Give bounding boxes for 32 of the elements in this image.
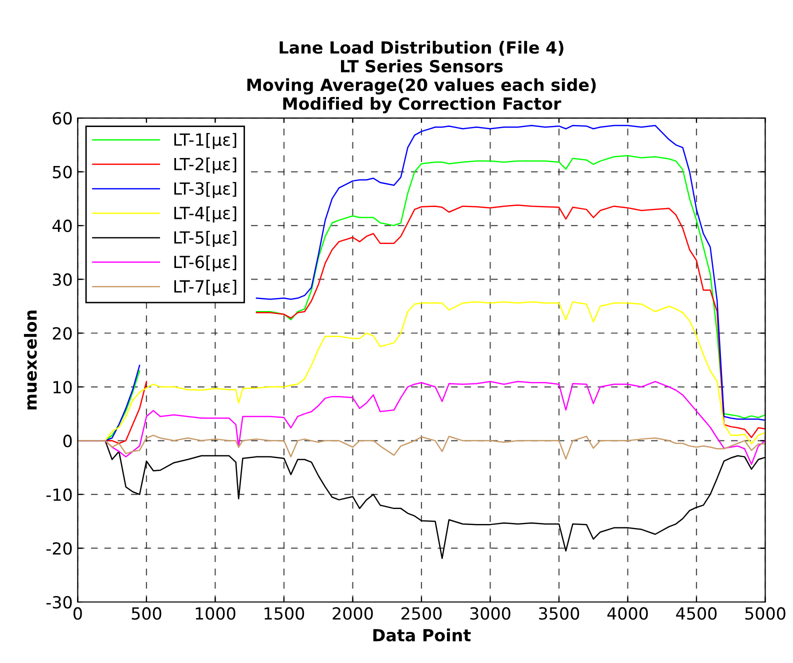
legend-label: LT-1[με] xyxy=(174,133,236,150)
x-axis-title: Data Point xyxy=(373,628,471,642)
x-tick-label: 3000 xyxy=(470,607,510,620)
x-tick-label: 2000 xyxy=(332,607,373,620)
x-tick-label: 1000 xyxy=(196,607,236,620)
x-tick-label: 4500 xyxy=(676,607,717,620)
legend-label: LT-5[με] xyxy=(174,230,236,247)
legend-label: LT-6[με] xyxy=(174,255,236,272)
y-tick-label: 50 xyxy=(52,166,72,178)
y-tick-label: -10 xyxy=(46,488,72,502)
x-tick-label: 2500 xyxy=(401,607,442,620)
x-tick-label: 5000 xyxy=(745,607,786,620)
x-tick-label: 1500 xyxy=(264,607,304,620)
legend-label: LT-4[με] xyxy=(174,206,236,223)
y-tick-label: 10 xyxy=(53,380,72,394)
y-tick-label: 0 xyxy=(63,434,72,448)
y-axis-title: muexcelon xyxy=(24,310,37,410)
x-tick-label: 4000 xyxy=(607,607,648,620)
y-tick-label: -20 xyxy=(46,542,72,555)
y-tick-label: -30 xyxy=(46,596,72,609)
chart-title: Lane Load Distribution (File 4) LT Series Sensors Moving Average(20 values each side) Modified by Correction Factor xyxy=(247,40,596,114)
legend-label: LT-7[με] xyxy=(174,280,236,296)
line-series xyxy=(78,434,766,460)
legend-label: LT-2[με] xyxy=(174,157,236,174)
y-tick-label: 20 xyxy=(52,327,72,340)
x-tick-label: 3500 xyxy=(539,607,580,620)
legend-label: LT-3[με] xyxy=(174,182,236,198)
y-tick-label: 40 xyxy=(52,220,72,232)
y-tick-label: 60 xyxy=(52,112,72,125)
x-tick-label: 0 xyxy=(74,607,82,620)
x-tick-label: 500 xyxy=(132,607,162,620)
y-tick-label: 30 xyxy=(52,273,72,286)
